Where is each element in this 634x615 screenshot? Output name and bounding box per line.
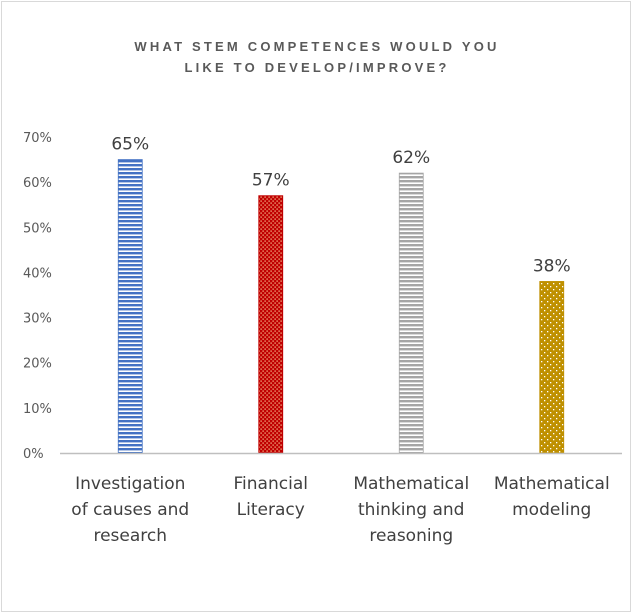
y-tick-label: 10%: [23, 402, 52, 417]
chart-title: WHAT STEM COMPETENCES WOULD YOU LIKE TO …: [2, 36, 632, 78]
category-labels: Investigation of causes and research Financ…: [71, 474, 609, 546]
x-category-label: reasoning: [369, 526, 453, 546]
chart-title-line-1: WHAT STEM COMPETENCES WOULD YOU: [134, 39, 500, 54]
y-tick-label: 70%: [23, 131, 52, 146]
x-category-label: modeling: [512, 500, 591, 520]
x-category-label: of causes and: [71, 500, 189, 520]
y-axis-ticks: 0% 10% 20% 30% 40% 50% 60% 70%: [23, 131, 52, 462]
y-tick-label: 30%: [23, 312, 52, 327]
bar: [258, 195, 284, 454]
bar: [398, 172, 424, 454]
bar-value-label: 38%: [533, 256, 571, 276]
x-category-label: Mathematical: [353, 474, 469, 494]
y-tick-label: 20%: [23, 357, 52, 372]
bar-value-label: 57%: [252, 171, 290, 191]
y-tick-label: 60%: [23, 176, 52, 191]
bar-value-label: 65%: [111, 135, 149, 155]
y-tick-label: 0%: [23, 447, 44, 462]
y-tick-label: 50%: [23, 221, 52, 236]
bars: [117, 159, 565, 454]
bar: [117, 159, 143, 454]
bar: [539, 281, 565, 454]
bar-value-label: 62%: [392, 148, 430, 168]
x-category-label: research: [93, 526, 167, 546]
x-category-label: Financial: [234, 474, 308, 494]
x-category-label: Investigation: [75, 474, 185, 494]
x-category-label: Literacy: [237, 500, 305, 520]
y-tick-label: 40%: [23, 266, 52, 281]
x-category-label: thinking and: [358, 500, 464, 520]
data-labels: 65% 57% 62% 38%: [111, 135, 570, 277]
x-category-label: Mathematical: [494, 474, 610, 494]
chart-title-line-2: LIKE TO DEVELOP/IMPROVE?: [184, 60, 450, 75]
